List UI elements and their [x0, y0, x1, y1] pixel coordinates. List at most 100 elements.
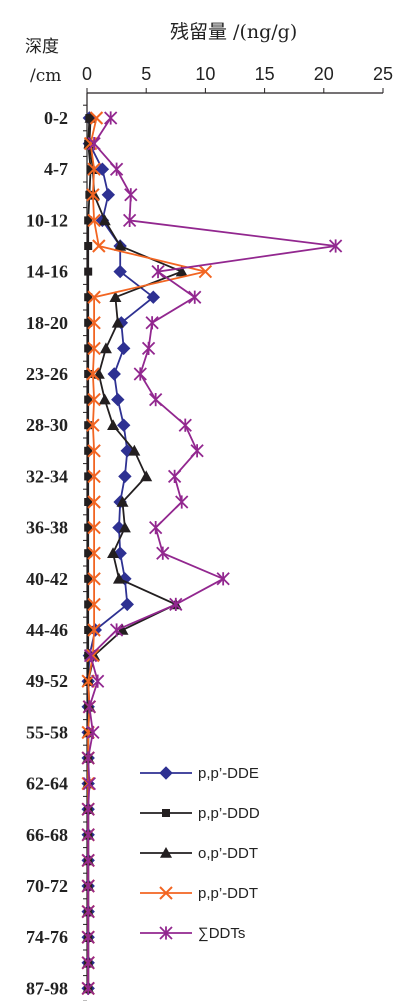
data-point	[146, 290, 161, 304]
data-point	[87, 495, 101, 509]
y-tick-label: 32-34	[26, 466, 68, 486]
data-point	[329, 239, 343, 253]
data-point	[81, 751, 95, 765]
data-point	[107, 367, 121, 381]
data-point	[149, 392, 163, 407]
legend-item: ∑DDTs	[140, 925, 245, 942]
data-point	[85, 190, 94, 199]
data-point	[87, 597, 101, 612]
y-tick-label: 66-68	[26, 825, 68, 845]
legend-marker	[159, 886, 173, 900]
data-point	[175, 495, 189, 509]
data-point	[81, 981, 95, 996]
legend-item: p,p’-DDD	[140, 805, 260, 822]
data-point	[133, 367, 147, 381]
y-tick-label: 18-20	[26, 313, 68, 333]
y-tick-label: 4-7	[44, 159, 68, 179]
data-point	[188, 290, 202, 304]
y-tick-label: 36-38	[26, 518, 68, 538]
data-point	[156, 546, 170, 560]
legend-label: ∑DDTs	[198, 925, 245, 942]
x-tick-label: 15	[255, 64, 275, 84]
data-point	[81, 879, 95, 893]
data-point	[87, 213, 101, 228]
data-point	[99, 342, 112, 354]
data-point	[84, 216, 93, 225]
data-point	[145, 316, 159, 330]
data-point	[84, 370, 93, 378]
y-tick-label: 14-16	[26, 262, 68, 282]
data-point	[84, 267, 93, 276]
data-point	[84, 395, 93, 404]
data-point	[107, 419, 120, 430]
data-point	[84, 446, 93, 455]
data-point	[141, 341, 156, 356]
data-point	[84, 472, 93, 481]
data-point	[84, 651, 93, 660]
y-tick-label: 40-42	[26, 569, 68, 589]
data-point	[118, 521, 131, 533]
data-point	[118, 469, 132, 484]
plot-area	[81, 111, 343, 996]
legend: p,p’-DDE p,p’-DDD o,p’-DDT p,p’-DDT ∑DDTs	[140, 765, 260, 942]
legend-label: p,p’-DDE	[198, 765, 259, 782]
data-point	[109, 623, 124, 637]
data-point	[81, 828, 95, 842]
data-point	[81, 802, 95, 816]
data-point	[87, 520, 101, 535]
data-point	[82, 700, 97, 714]
chart-title: 残留量 /(ng/g)	[170, 21, 297, 43]
y-tick-label: 49-52	[26, 671, 68, 691]
data-point	[84, 600, 93, 609]
legend-marker	[162, 809, 170, 817]
data-point	[149, 520, 163, 535]
data-point	[101, 188, 116, 202]
y-tick-label: 10-12	[26, 210, 68, 230]
legend-item: o,p’-DDT	[140, 845, 258, 862]
y-tick-label: 87-98	[26, 978, 68, 998]
y-tick-label: 23-26	[26, 364, 68, 384]
data-point	[98, 214, 111, 226]
y-axis-label-line1: 深度	[25, 37, 59, 57]
x-tick-label: 0	[82, 64, 92, 84]
data-point	[86, 188, 100, 202]
legend-marker	[159, 926, 173, 940]
legend-item: p,p’-DDT	[140, 885, 258, 902]
data-point	[175, 265, 188, 277]
data-point	[120, 597, 134, 612]
data-point	[81, 674, 95, 688]
data-point	[128, 444, 141, 456]
data-point	[84, 318, 93, 327]
data-point	[87, 290, 101, 304]
data-point	[84, 523, 93, 532]
data-point	[86, 367, 100, 381]
data-point	[169, 597, 183, 612]
data-point	[84, 498, 93, 506]
data-point	[84, 549, 93, 558]
data-point	[140, 470, 153, 482]
data-point	[87, 341, 101, 356]
series-x	[81, 111, 213, 996]
y-tick-label: 0-2	[44, 108, 68, 128]
data-point	[107, 547, 120, 558]
data-point	[87, 162, 101, 176]
data-point	[84, 421, 93, 430]
data-point	[81, 956, 95, 970]
data-point	[92, 239, 106, 253]
data-point	[87, 623, 101, 637]
data-point	[84, 626, 93, 634]
data-point	[216, 572, 230, 586]
data-point	[86, 418, 100, 432]
data-point	[109, 162, 124, 176]
data-point	[84, 344, 93, 353]
legend-marker	[159, 766, 173, 780]
data-point	[113, 264, 127, 279]
data-point	[84, 293, 93, 302]
data-point	[87, 316, 101, 330]
data-point	[198, 264, 213, 279]
series-star	[81, 111, 343, 996]
y-tick-label: 62-64	[26, 774, 68, 794]
data-point	[124, 188, 138, 202]
data-point	[109, 291, 122, 302]
